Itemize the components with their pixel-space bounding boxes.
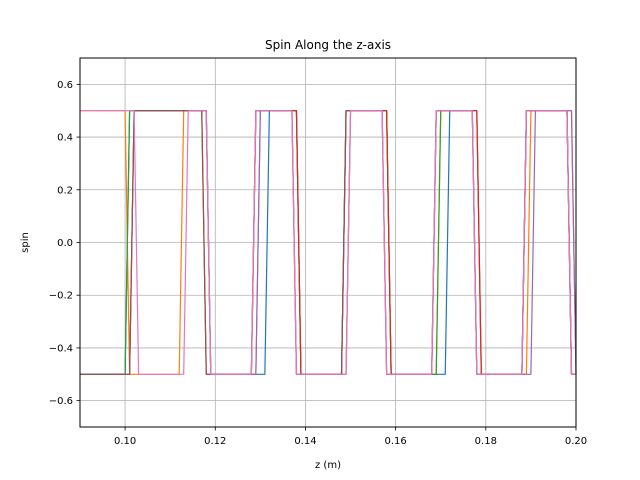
y-tick-label: −0.2 — [49, 291, 73, 302]
y-tick-label: 0.4 — [57, 133, 73, 144]
axis-ticks: 0.10 0.12 0.14 0.16 0.18 0.20 −0.6 −0.4 −0.2 0.0 0… — [49, 80, 587, 447]
chart-title: Spin Along the z-axis — [265, 38, 391, 52]
x-axis-label: z (m) — [315, 460, 341, 471]
x-tick-label: 0.18 — [475, 436, 497, 447]
x-tick-label: 0.16 — [385, 436, 407, 447]
x-tick-label: 0.20 — [565, 436, 587, 447]
y-tick-label: −0.4 — [49, 343, 73, 354]
y-tick-label: 0.6 — [57, 80, 73, 91]
y-tick-label: −0.6 — [49, 396, 73, 407]
series-lines — [80, 110, 577, 375]
series-line-7 — [80, 110, 576, 375]
y-tick-label: 0.0 — [57, 238, 73, 249]
y-tick-label: 0.2 — [57, 185, 73, 196]
y-axis-label: spin — [20, 232, 31, 253]
x-tick-label: 0.12 — [204, 436, 226, 447]
x-tick-label: 0.10 — [114, 436, 136, 447]
x-tick-label: 0.14 — [294, 436, 316, 447]
